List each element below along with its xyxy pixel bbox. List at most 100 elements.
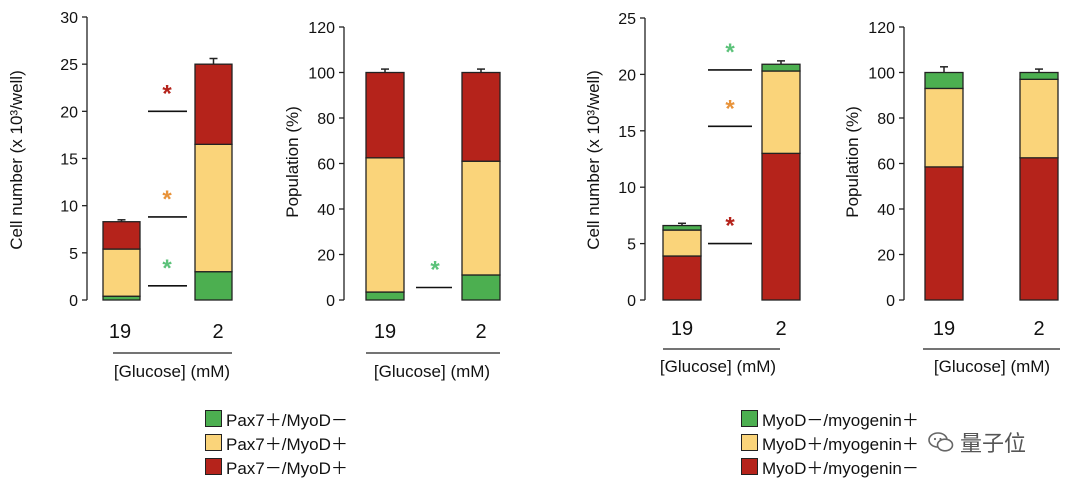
y-tick-label: 80 — [877, 111, 895, 128]
y-tick-label: 100 — [868, 66, 895, 83]
bar-segment — [761, 63, 801, 72]
y-tick-label: 40 — [317, 202, 335, 219]
y-axis-label: Population (%) — [283, 106, 302, 218]
y-tick-label: 5 — [69, 246, 78, 263]
legend-label: Pax7＋/MyoD－ — [226, 411, 348, 430]
chart-panel: 0 5 10 15 20 25 Cell number (x 10³/well) 19 2 * * *… — [584, 11, 801, 376]
legend-label: MyoD＋/myogenin－ — [762, 459, 919, 478]
significance-star: * — [725, 213, 735, 240]
y-tick-label: 20 — [618, 67, 636, 84]
x-tick-label: 2 — [775, 318, 786, 340]
y-tick-label: 15 — [618, 124, 636, 141]
wechat-icon — [928, 432, 954, 452]
legend-item: Pax7－/MyoD＋ — [205, 455, 348, 478]
x-tick-label: 19 — [374, 321, 396, 343]
significance-star: * — [162, 186, 172, 213]
bar-segment — [761, 70, 801, 155]
bar-segment — [461, 274, 501, 301]
bar-segment — [924, 166, 964, 301]
y-tick-label: 5 — [627, 237, 636, 254]
legend-label: Pax7－/MyoD＋ — [226, 459, 348, 478]
x-tick-label: 19 — [933, 318, 955, 340]
y-tick-label: 60 — [317, 157, 335, 174]
bar-segment — [194, 271, 233, 301]
significance-star: * — [725, 39, 735, 66]
y-tick-label: 120 — [868, 20, 895, 37]
bar-segment — [1019, 157, 1059, 301]
legend-swatch — [741, 434, 758, 451]
y-tick-label: 15 — [60, 152, 78, 169]
x-axis-label: [Glucose] (mM) — [934, 357, 1050, 376]
significance-star: * — [162, 80, 172, 107]
bar-segment — [924, 71, 964, 90]
y-axis-label: Cell number (x 10³/well) — [584, 70, 603, 250]
x-tick-label: 2 — [475, 321, 486, 343]
legend-swatch — [205, 410, 222, 427]
x-tick-label: 19 — [671, 318, 693, 340]
bar-segment — [365, 291, 405, 301]
bar-segment — [662, 224, 702, 231]
bar-segment — [924, 87, 964, 168]
y-tick-label: 120 — [308, 20, 335, 37]
y-axis-label: Population (%) — [843, 106, 862, 218]
legend-label: MyoD－/myogenin＋ — [762, 411, 919, 430]
bar-segment — [1019, 78, 1059, 159]
legend-myod-myogenin: MyoD－/myogenin＋ MyoD＋/myogenin＋ MyoD＋/my… — [741, 407, 919, 479]
y-tick-label: 60 — [877, 157, 895, 174]
watermark-text: 量子位 — [960, 432, 1027, 457]
legend-swatch — [205, 458, 222, 475]
bar-segment — [1019, 71, 1059, 80]
y-tick-label: 25 — [60, 57, 78, 74]
significance-star: * — [430, 256, 440, 283]
legend-item: MyoD－/myogenin＋ — [741, 407, 919, 430]
bar-segment — [365, 71, 405, 159]
y-tick-label: 0 — [886, 293, 895, 310]
x-tick-label: 2 — [212, 321, 223, 343]
y-axis-label: Cell number (x 10³/well) — [7, 70, 26, 250]
legend-swatch — [741, 458, 758, 475]
bar-segment — [194, 143, 233, 273]
y-tick-label: 20 — [877, 248, 895, 265]
x-tick-label: 2 — [1033, 318, 1044, 340]
chart-panel: 0 5 10 15 20 25 30 Cell number (x 10³/well) 19 2 *… — [7, 10, 233, 381]
y-tick-label: 25 — [618, 11, 636, 28]
legend-item: MyoD＋/myogenin＋ — [741, 431, 919, 454]
bar-segment — [461, 71, 501, 162]
y-tick-label: 0 — [326, 293, 335, 310]
bar-segment — [365, 157, 405, 293]
chart-panel: 0 20 40 60 80 100 120 Population (%) 19 2 * [Glucos… — [283, 20, 501, 381]
y-tick-label: 0 — [69, 293, 78, 310]
x-tick-label: 19 — [109, 321, 131, 343]
bar-segment — [761, 152, 801, 301]
bar-segment — [662, 255, 702, 301]
legend-label: MyoD＋/myogenin＋ — [762, 435, 919, 454]
significance-star: * — [725, 95, 735, 122]
y-tick-label: 10 — [618, 180, 636, 197]
x-axis-label: [Glucose] (mM) — [374, 362, 490, 381]
y-tick-label: 10 — [60, 199, 78, 216]
watermark: 量子位 — [928, 426, 1026, 458]
legend-item: Pax7＋/MyoD＋ — [205, 431, 348, 454]
bar-segment — [102, 221, 141, 250]
y-tick-label: 30 — [60, 10, 78, 27]
chart-panel: 0 20 40 60 80 100 120 Population (%) 19 2 [Glucose… — [843, 20, 1060, 376]
y-tick-label: 0 — [627, 293, 636, 310]
bar-segment — [662, 229, 702, 257]
legend-swatch — [205, 434, 222, 451]
bar-segment — [194, 63, 233, 145]
y-tick-label: 20 — [60, 104, 78, 121]
legend-swatch — [741, 410, 758, 427]
legend-label: Pax7＋/MyoD＋ — [226, 435, 348, 454]
x-axis-label: [Glucose] (mM) — [660, 357, 776, 376]
legend-item: Pax7＋/MyoD－ — [205, 407, 348, 430]
y-tick-label: 100 — [308, 66, 335, 83]
y-tick-label: 40 — [877, 202, 895, 219]
y-tick-label: 20 — [317, 248, 335, 265]
legend-pax7-myod: Pax7＋/MyoD－ Pax7＋/MyoD＋ Pax7－/MyoD＋ — [205, 407, 348, 479]
legend-item: MyoD＋/myogenin－ — [741, 455, 919, 478]
y-tick-label: 80 — [317, 111, 335, 128]
significance-star: * — [162, 255, 172, 282]
bar-segment — [102, 248, 141, 297]
x-axis-label: [Glucose] (mM) — [114, 362, 230, 381]
